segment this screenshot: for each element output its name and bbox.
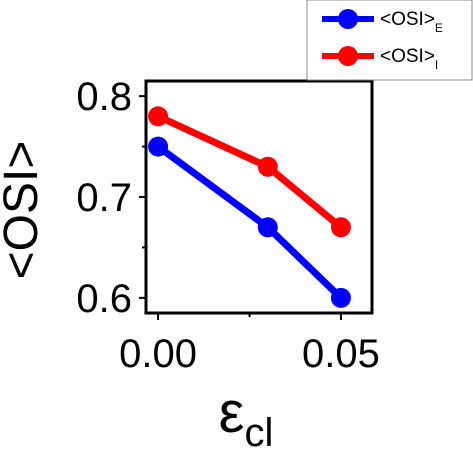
y-tick-label: 0.8 (76, 75, 132, 119)
legend-marker (338, 46, 358, 66)
legend-label-main: <OSI> (380, 9, 435, 30)
data-point (257, 217, 278, 238)
axis-ticks (139, 95, 342, 320)
series-e (148, 136, 351, 308)
axis-tick-labels: 0.6 0.7 0.8 0.00 0.05 (76, 75, 379, 376)
legend: <OSI>E<OSI>I (306, 0, 473, 81)
x-axis-title: εcl (219, 380, 274, 455)
series-layer (148, 106, 351, 308)
x-tick-label: 0.05 (302, 332, 380, 376)
legend-marker (338, 9, 358, 29)
series-i (148, 106, 351, 238)
y-tick-label: 0.7 (76, 176, 132, 220)
series-line (154, 143, 345, 302)
x-axis-title-sub: cl (244, 411, 273, 455)
data-point (148, 106, 169, 127)
legend-label-sub: I (435, 58, 438, 72)
legend-box (306, 0, 473, 81)
data-point (330, 217, 351, 238)
x-tick-label: 0.00 (119, 332, 197, 376)
data-point (257, 156, 278, 177)
plot-frame (144, 79, 374, 315)
legend-label-sub: E (435, 21, 443, 35)
legend-label: <OSI>I (380, 46, 438, 72)
data-point (330, 287, 351, 308)
legend-items: <OSI>E<OSI>I (322, 9, 443, 72)
legend-label-main: <OSI> (380, 46, 435, 67)
data-point (148, 136, 169, 157)
y-axis-title: <OSI> (0, 141, 48, 280)
x-axis-title-main: ε (219, 380, 245, 445)
y-tick-label: 0.6 (76, 277, 132, 321)
legend-label: <OSI>E (380, 9, 443, 35)
